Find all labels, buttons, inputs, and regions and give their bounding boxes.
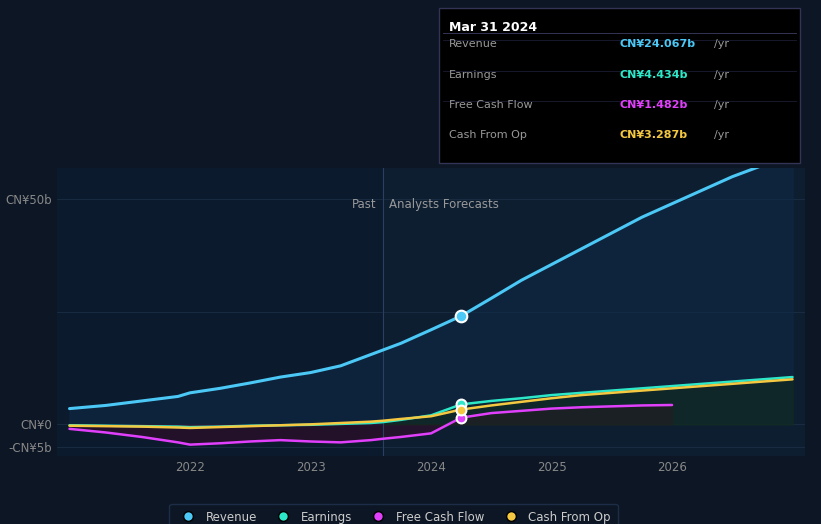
Text: CN¥1.482b: CN¥1.482b: [620, 100, 688, 110]
Text: /yr: /yr: [714, 70, 729, 80]
Bar: [383, 168, 805, 456]
Text: /yr: /yr: [714, 130, 729, 140]
Text: /yr: /yr: [714, 100, 729, 110]
Text: Cash From Op: Cash From Op: [449, 130, 527, 140]
Text: Analysts Forecasts: Analysts Forecasts: [389, 199, 498, 212]
Text: CN¥24.067b: CN¥24.067b: [620, 39, 696, 49]
Text: /yr: /yr: [714, 39, 729, 49]
Point: [455, 400, 468, 409]
Point: [455, 312, 468, 320]
Text: Earnings: Earnings: [449, 70, 498, 80]
Point: [455, 406, 468, 414]
Text: CN¥3.287b: CN¥3.287b: [620, 130, 688, 140]
Text: Revenue: Revenue: [449, 39, 498, 49]
Text: Free Cash Flow: Free Cash Flow: [449, 100, 533, 110]
Text: CN¥4.434b: CN¥4.434b: [620, 70, 688, 80]
Legend: Revenue, Earnings, Free Cash Flow, Cash From Op: Revenue, Earnings, Free Cash Flow, Cash …: [169, 504, 618, 524]
Text: Past: Past: [352, 199, 377, 212]
Text: Mar 31 2024: Mar 31 2024: [449, 21, 537, 34]
Point: [455, 413, 468, 422]
Bar: [57, 168, 383, 456]
Bar: [383, 168, 805, 456]
